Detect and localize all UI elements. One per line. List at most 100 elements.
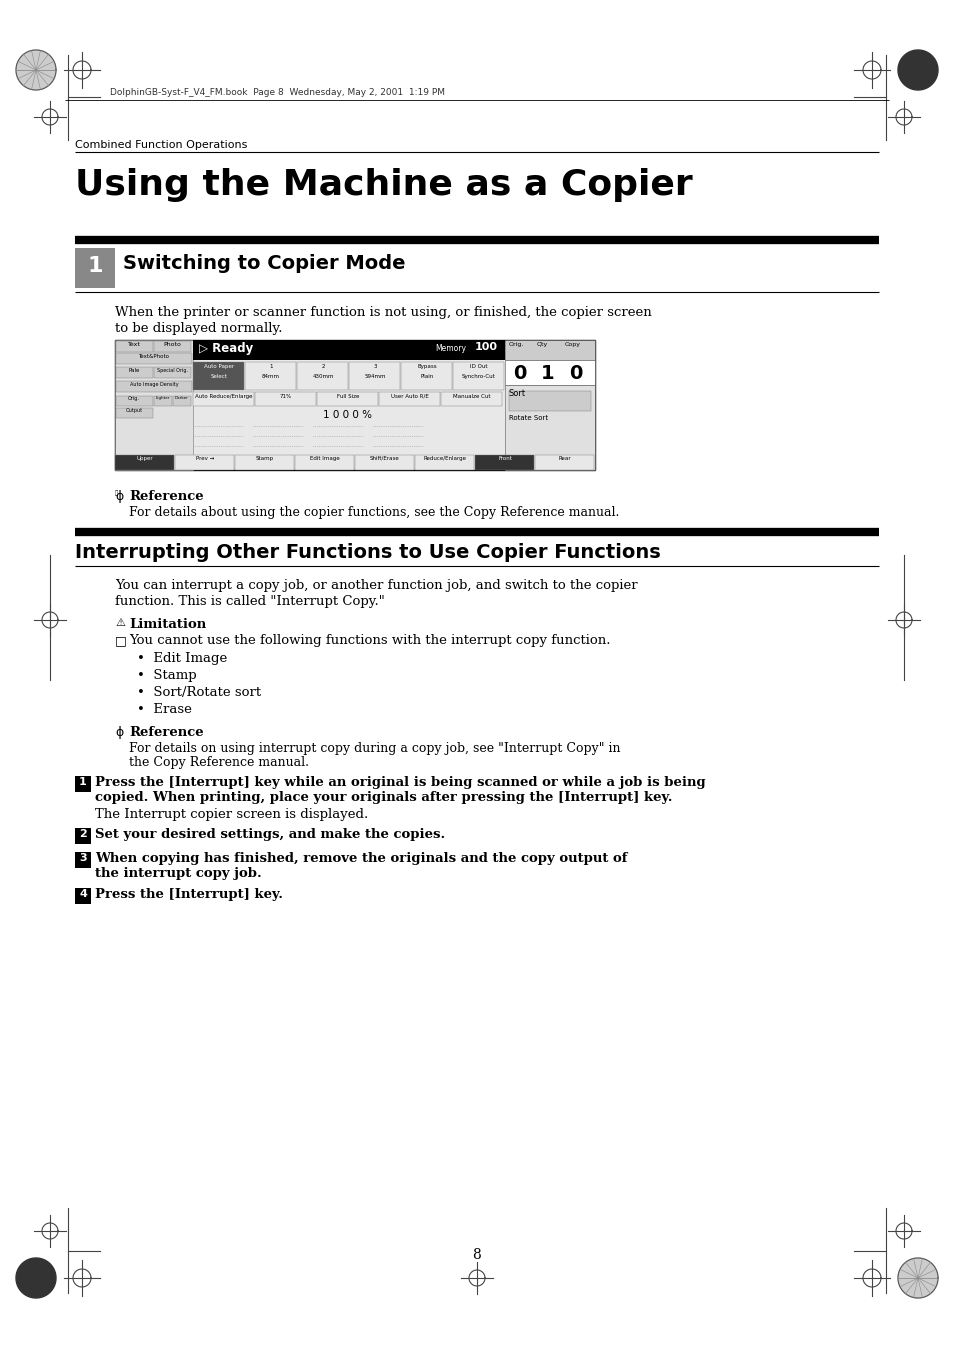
- Text: •  Edit Image: • Edit Image: [137, 652, 227, 665]
- Text: Press the [Interrupt] key while an original is being scanned or while a job is b: Press the [Interrupt] key while an origi…: [95, 776, 705, 789]
- Bar: [504, 340, 595, 360]
- Text: 100: 100: [475, 342, 497, 352]
- Text: Interrupting Other Functions to Use Copier Functions: Interrupting Other Functions to Use Copi…: [75, 543, 660, 562]
- Text: 3: 3: [373, 364, 376, 369]
- Bar: [75, 828, 91, 844]
- Bar: [349, 363, 399, 390]
- Text: For details on using interrupt copy during a copy job, see "Interrupt Copy" in: For details on using interrupt copy duri…: [129, 741, 619, 755]
- Text: 430mm: 430mm: [312, 373, 334, 379]
- Text: Manualze Cut: Manualze Cut: [453, 394, 490, 399]
- Bar: [153, 396, 172, 406]
- Text: Pale: Pale: [128, 368, 139, 373]
- Text: Output: Output: [125, 408, 142, 412]
- Text: Reference: Reference: [129, 727, 203, 739]
- Text: When copying has finished, remove the originals and the copy output of: When copying has finished, remove the or…: [95, 852, 627, 865]
- Text: Orig.: Orig.: [128, 396, 140, 400]
- Text: 1: 1: [269, 364, 273, 369]
- Bar: [504, 360, 595, 386]
- Bar: [116, 341, 152, 352]
- Bar: [115, 340, 193, 470]
- Bar: [75, 248, 115, 288]
- Text: Set your desired settings, and make the copies.: Set your desired settings, and make the …: [95, 828, 445, 841]
- Text: 71%: 71%: [279, 394, 292, 399]
- Text: 2: 2: [321, 364, 324, 369]
- Bar: [504, 386, 595, 470]
- Text: Using the Machine as a Copier: Using the Machine as a Copier: [75, 168, 692, 202]
- Text: 2: 2: [79, 829, 87, 838]
- Text: Auto Image Density: Auto Image Density: [130, 381, 178, 387]
- Polygon shape: [897, 50, 937, 90]
- Bar: [116, 353, 192, 364]
- Text: Text: Text: [128, 342, 140, 346]
- Text: Upper: Upper: [136, 456, 153, 461]
- Text: •  Erase: • Erase: [137, 704, 192, 716]
- Bar: [355, 456, 414, 470]
- Text: ID Out: ID Out: [470, 364, 487, 369]
- Bar: [453, 363, 503, 390]
- Text: ⬤: ⬤: [115, 491, 118, 496]
- Text: Plain: Plain: [420, 373, 434, 379]
- Text: You cannot use the following functions with the interrupt copy function.: You cannot use the following functions w…: [129, 634, 610, 647]
- Text: Orig.: Orig.: [509, 342, 524, 346]
- Text: 1: 1: [540, 364, 555, 383]
- Text: 4: 4: [79, 888, 87, 899]
- Text: Photo: Photo: [163, 342, 181, 346]
- Text: When the printer or scanner function is not using, or finished, the copier scree: When the printer or scanner function is …: [115, 306, 651, 319]
- Bar: [116, 367, 152, 377]
- Text: Rotate Sort: Rotate Sort: [509, 415, 548, 421]
- Text: Shift/Erase: Shift/Erase: [370, 456, 399, 461]
- Text: Press the [Interrupt] key.: Press the [Interrupt] key.: [95, 888, 283, 900]
- Text: Combined Function Operations: Combined Function Operations: [75, 140, 247, 150]
- Text: □: □: [115, 634, 127, 647]
- Text: the interrupt copy job.: the interrupt copy job.: [95, 867, 261, 880]
- Bar: [172, 396, 191, 406]
- Text: ⚠: ⚠: [115, 617, 125, 628]
- Text: 84mm: 84mm: [262, 373, 280, 379]
- Bar: [475, 456, 534, 470]
- Text: Special Orig.: Special Orig.: [157, 368, 189, 373]
- Bar: [116, 381, 192, 392]
- Bar: [115, 340, 595, 470]
- Text: Auto Reduce/Enlarge: Auto Reduce/Enlarge: [195, 394, 253, 399]
- Bar: [193, 363, 244, 390]
- Bar: [245, 363, 295, 390]
- Bar: [509, 391, 590, 411]
- Text: •  Stamp: • Stamp: [137, 669, 196, 682]
- Text: Memory: Memory: [435, 344, 465, 353]
- Text: Stamp: Stamp: [255, 456, 274, 461]
- Bar: [174, 456, 233, 470]
- Bar: [193, 340, 504, 360]
- Text: 594mm: 594mm: [364, 373, 385, 379]
- Text: DolphinGB-Syst-F_V4_FM.book  Page 8  Wednesday, May 2, 2001  1:19 PM: DolphinGB-Syst-F_V4_FM.book Page 8 Wedne…: [110, 88, 444, 97]
- Text: 8: 8: [472, 1248, 481, 1262]
- Bar: [153, 341, 191, 352]
- Bar: [115, 456, 173, 470]
- Bar: [535, 456, 594, 470]
- Text: ▷ Ready: ▷ Ready: [199, 342, 253, 355]
- Text: The Interrupt copier screen is displayed.: The Interrupt copier screen is displayed…: [95, 807, 368, 821]
- Text: function. This is called "Interrupt Copy.": function. This is called "Interrupt Copy…: [115, 594, 384, 608]
- Text: Qty: Qty: [537, 342, 548, 346]
- Bar: [316, 392, 377, 406]
- Bar: [415, 456, 474, 470]
- Bar: [234, 456, 294, 470]
- Text: Limitation: Limitation: [129, 617, 206, 631]
- Text: Copy: Copy: [564, 342, 580, 346]
- Text: Darker: Darker: [175, 396, 189, 400]
- Bar: [153, 367, 191, 377]
- Bar: [378, 392, 439, 406]
- Text: Reduce/Enlarge: Reduce/Enlarge: [423, 456, 466, 461]
- Text: Prev →: Prev →: [195, 456, 213, 461]
- Text: copied. When printing, place your originals after pressing the [Interrupt] key.: copied. When printing, place your origin…: [95, 791, 672, 803]
- Text: 1: 1: [79, 776, 87, 787]
- Bar: [193, 392, 253, 406]
- Bar: [116, 408, 152, 418]
- Text: Front: Front: [497, 456, 512, 461]
- Text: 1: 1: [87, 256, 103, 276]
- Text: 0: 0: [513, 364, 526, 383]
- Text: For details about using the copier functions, see the Copy Reference manual.: For details about using the copier funct…: [129, 506, 618, 519]
- Text: Sort: Sort: [509, 390, 525, 398]
- Bar: [75, 888, 91, 905]
- Text: 0: 0: [569, 364, 582, 383]
- Text: to be displayed normally.: to be displayed normally.: [115, 322, 282, 336]
